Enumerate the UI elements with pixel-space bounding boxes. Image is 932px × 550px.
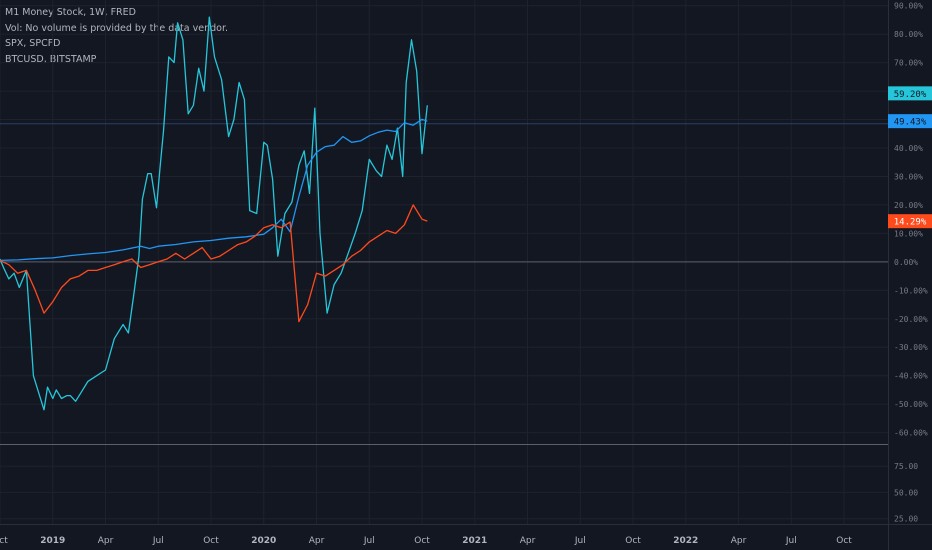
lower-y-tick-label: 25.00 xyxy=(894,515,918,524)
x-tick-label: Apr xyxy=(98,536,114,546)
x-tick-label: 2021 xyxy=(462,536,487,546)
series-lines xyxy=(0,16,428,411)
y-tick-label: 30.00% xyxy=(894,172,923,181)
y-tick-label: -60.00% xyxy=(894,429,928,438)
x-tick-label: Oct xyxy=(203,536,219,546)
chart-legend: M1 Money Stock, 1W, FRED Vol: No volume … xyxy=(5,5,228,67)
x-tick-label: Jul xyxy=(785,536,797,546)
y-tick-label: 90.00% xyxy=(894,2,923,11)
y-tick-label: 10.00% xyxy=(894,229,923,238)
legend-btc-title[interactable]: BTCUSD, BITSTAMP xyxy=(5,53,97,65)
x-tick-label: Jul xyxy=(152,536,164,546)
x-tick-label: Apr xyxy=(520,536,536,546)
y-tick-label: 70.00% xyxy=(894,59,923,68)
y-tick-label: 20.00% xyxy=(894,201,923,210)
m1-value-label: 49.43% xyxy=(894,118,927,128)
spx-value-label: 14.29% xyxy=(894,218,927,228)
spx-series-line xyxy=(0,204,428,323)
x-tick-label: Jul xyxy=(574,536,586,546)
legend-spx-title[interactable]: SPX, SPCFD xyxy=(5,38,61,49)
btc-value-label: 59.20% xyxy=(894,90,927,100)
x-tick-label: Oct xyxy=(625,536,641,546)
x-tick-label: 2020 xyxy=(251,536,276,546)
lower-y-tick-label: 50.00 xyxy=(894,488,918,497)
y-tick-label: -10.00% xyxy=(894,286,928,295)
y-tick-label: -50.00% xyxy=(894,400,928,409)
x-tick-label: Apr xyxy=(731,536,747,546)
legend-m1-title[interactable]: M1 Money Stock, 1W, FRED xyxy=(5,7,136,18)
y-tick-label: 0.00% xyxy=(894,258,918,267)
lower-y-tick-label: 75.00 xyxy=(894,462,918,471)
y-tick-label: -30.00% xyxy=(894,343,928,352)
m1-series-line xyxy=(0,118,428,262)
x-tick-label: 2022 xyxy=(673,536,698,546)
btc-value-badge xyxy=(888,86,932,101)
x-tick-label: 2019 xyxy=(40,536,65,546)
btc-series-line xyxy=(0,16,428,411)
price-axis[interactable]: -60.00% -50.00% -40.00% -30.00% -20.00% -10.0… xyxy=(894,2,928,524)
last-value-badges: 59.20% 49.43% 14.29% xyxy=(888,86,932,229)
legend-volume-note: Vol: No volume is provided by the data v… xyxy=(5,22,229,34)
x-tick-label: Apr xyxy=(309,536,325,546)
time-axis[interactable]: Oct 2019 Apr Jul Oct 2020 Apr Jul Oct 2021 Apr Jul O… xyxy=(0,536,852,546)
x-tick-label: Oct xyxy=(414,536,430,546)
y-tick-label: -40.00% xyxy=(894,372,928,381)
y-tick-label: 40.00% xyxy=(894,144,923,153)
y-tick-label: -20.00% xyxy=(894,315,928,324)
x-tick-label: Oct xyxy=(836,536,852,546)
x-tick-label: Jul xyxy=(363,536,375,546)
y-tick-label: 80.00% xyxy=(894,30,923,39)
m1-value-badge xyxy=(888,114,932,129)
spx-value-badge xyxy=(888,214,932,229)
x-tick-label: Oct xyxy=(0,536,8,546)
